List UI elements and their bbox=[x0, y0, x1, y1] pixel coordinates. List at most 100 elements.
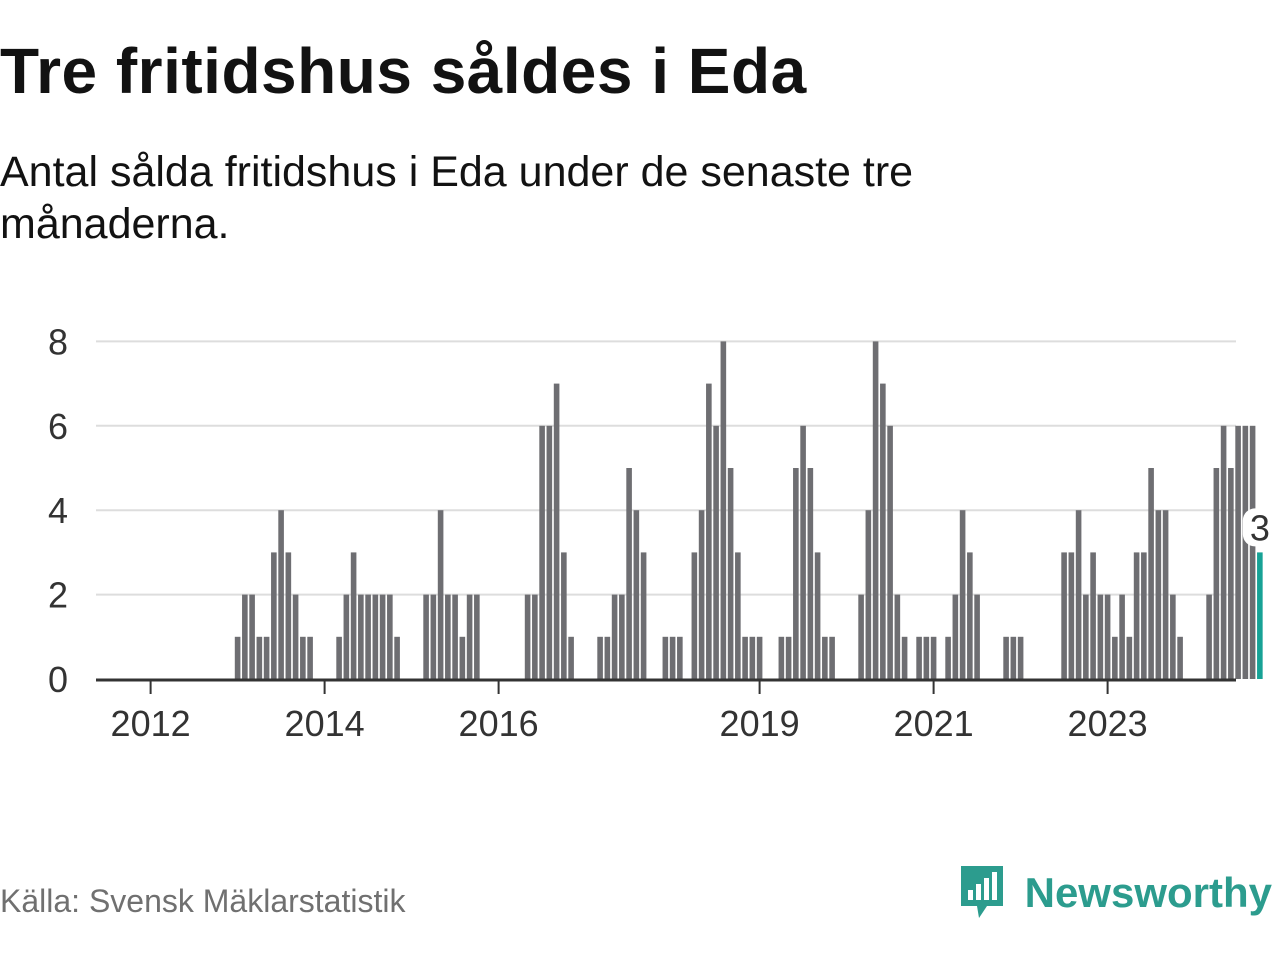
bar bbox=[974, 594, 980, 679]
bar bbox=[292, 594, 299, 679]
x-tick-label: 2014 bbox=[285, 703, 365, 744]
bar bbox=[698, 510, 705, 679]
bar bbox=[756, 636, 763, 679]
bar bbox=[1097, 594, 1104, 679]
bar bbox=[749, 636, 756, 679]
bar bbox=[713, 425, 719, 679]
highlight-bar bbox=[1257, 552, 1263, 679]
bar bbox=[872, 341, 879, 679]
bar bbox=[445, 594, 451, 679]
bar bbox=[1017, 636, 1024, 679]
bar bbox=[1162, 510, 1169, 679]
bar bbox=[1061, 552, 1067, 679]
bar bbox=[735, 552, 741, 679]
bar bbox=[1213, 468, 1220, 679]
bar bbox=[1235, 425, 1241, 679]
bar bbox=[916, 636, 922, 679]
bar bbox=[379, 594, 386, 679]
bar bbox=[387, 594, 393, 679]
x-tick-label: 2021 bbox=[894, 703, 974, 744]
bar bbox=[1220, 425, 1227, 679]
y-axis-tick-labels: 0 2 4 6 8 bbox=[48, 321, 68, 700]
bar bbox=[807, 468, 814, 679]
bar bbox=[967, 552, 973, 679]
bar bbox=[1228, 468, 1234, 679]
bar bbox=[1119, 594, 1125, 679]
bar bbox=[901, 636, 908, 679]
bar bbox=[1133, 552, 1140, 679]
bar bbox=[814, 552, 821, 679]
bar bbox=[546, 425, 553, 679]
bar bbox=[778, 636, 785, 679]
bar bbox=[677, 636, 683, 679]
y-tick-label: 8 bbox=[48, 321, 68, 362]
bar bbox=[234, 636, 241, 679]
bar bbox=[256, 636, 263, 679]
bar bbox=[640, 552, 647, 679]
bar bbox=[358, 594, 364, 679]
bar bbox=[242, 594, 248, 679]
bar bbox=[952, 594, 959, 679]
y-tick-label: 2 bbox=[48, 575, 68, 616]
bar bbox=[394, 636, 400, 679]
bar bbox=[430, 594, 437, 679]
highlight-label-bg bbox=[1242, 508, 1277, 547]
bar bbox=[945, 636, 951, 679]
bar bbox=[1112, 636, 1118, 679]
bar bbox=[539, 425, 545, 679]
bar bbox=[662, 636, 669, 679]
bar bbox=[271, 552, 277, 679]
bar bbox=[336, 636, 342, 679]
y-tick-label: 4 bbox=[48, 490, 68, 531]
newsworthy-logo-icon bbox=[960, 866, 1003, 918]
bar bbox=[1141, 552, 1147, 679]
bar bbox=[278, 510, 284, 679]
bar bbox=[466, 594, 473, 679]
bar bbox=[1003, 636, 1009, 679]
bar bbox=[633, 510, 640, 679]
bar bbox=[263, 636, 270, 679]
bar bbox=[1010, 636, 1017, 679]
bar bbox=[532, 594, 538, 679]
bar bbox=[887, 425, 893, 679]
bar bbox=[611, 594, 618, 679]
highlight-label: 3 bbox=[1250, 507, 1270, 548]
bar bbox=[858, 594, 864, 679]
bar bbox=[1155, 510, 1162, 679]
bar bbox=[923, 636, 930, 679]
bar bbox=[350, 552, 357, 679]
bar bbox=[568, 636, 574, 679]
bar bbox=[930, 636, 937, 679]
bar bbox=[1126, 636, 1133, 679]
bar bbox=[880, 383, 886, 679]
bar bbox=[437, 510, 444, 679]
bar bbox=[597, 636, 603, 679]
bar bbox=[1068, 552, 1075, 679]
bar bbox=[1104, 594, 1111, 679]
bar bbox=[604, 636, 611, 679]
bar bbox=[793, 468, 799, 679]
x-axis-ticks: 2012 2014 2016 2019 2021 2023 bbox=[111, 680, 1148, 744]
chart-title: Tre fritidshus såldes i Eda bbox=[0, 35, 807, 107]
x-tick-label: 2023 bbox=[1068, 703, 1148, 744]
x-tick-label: 2019 bbox=[720, 703, 800, 744]
bar bbox=[561, 552, 567, 679]
gridlines bbox=[96, 340, 1236, 596]
x-tick-label: 2016 bbox=[459, 703, 539, 744]
bar bbox=[1083, 594, 1089, 679]
bar bbox=[249, 594, 255, 679]
bar bbox=[1170, 594, 1176, 679]
bar bbox=[669, 636, 676, 679]
bar bbox=[959, 510, 966, 679]
bar bbox=[1177, 636, 1183, 679]
bar bbox=[365, 594, 371, 679]
bar bbox=[1206, 594, 1212, 679]
bar bbox=[865, 510, 872, 679]
bar bbox=[452, 594, 458, 679]
bar bbox=[785, 636, 792, 679]
bar bbox=[727, 468, 734, 679]
bars bbox=[234, 341, 1263, 679]
bar bbox=[706, 383, 712, 679]
brand-logo[interactable]: Newsworthy bbox=[957, 862, 1272, 924]
bar bbox=[1242, 425, 1249, 679]
